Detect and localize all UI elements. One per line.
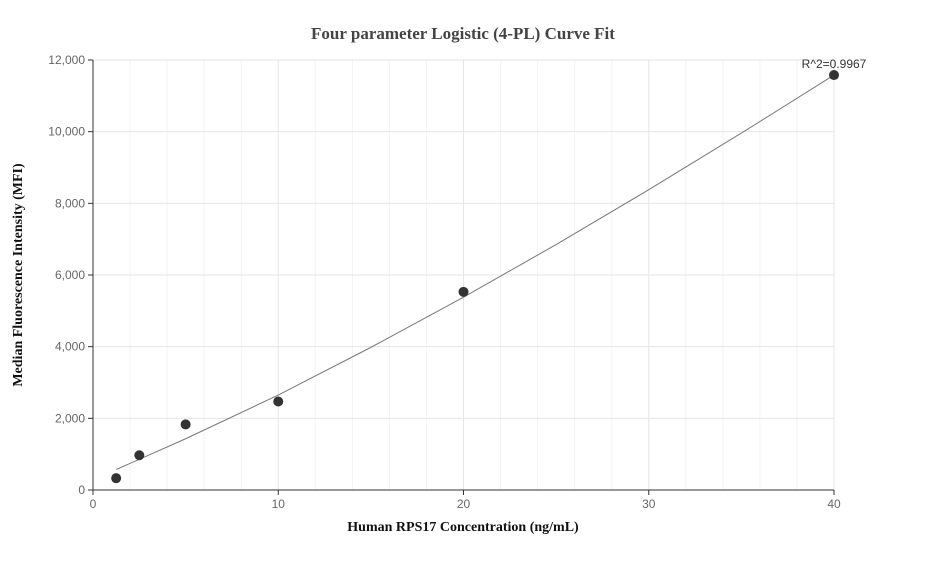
chart-title: Four parameter Logistic (4-PL) Curve Fit [311, 24, 615, 43]
data-point [458, 286, 469, 297]
y-tick-label: 2,000 [55, 411, 85, 425]
data-point [180, 419, 191, 430]
x-tick-label: 30 [642, 497, 656, 511]
y-tick-label: 10,000 [48, 125, 85, 139]
x-tick-label: 40 [827, 497, 841, 511]
data-point [829, 70, 839, 81]
fit-curve [115, 74, 835, 471]
data-points [111, 70, 839, 484]
y-tick-label: 6,000 [55, 268, 85, 282]
grid [93, 59, 835, 490]
x-tick-label: 10 [272, 497, 286, 511]
x-tick-label: 20 [457, 497, 471, 511]
axes: 0 10 20 30 40 0 2,000 4,000 6,000 8,000 10,000 12,0… [48, 53, 841, 511]
y-tick-label: 0 [78, 483, 85, 497]
r-squared-annotation: R^2=0.9967 [802, 57, 867, 71]
x-axis-title: Human RPS17 Concentration (ng/mL) [347, 520, 579, 535]
y-tick-label: 12,000 [48, 53, 85, 67]
data-point [134, 450, 145, 461]
data-point [273, 396, 284, 407]
y-tick-label: 4,000 [55, 340, 85, 354]
y-axis-title: Median Fluorescence Intensity (MFI) [11, 163, 26, 387]
x-tick-label: 0 [90, 497, 97, 511]
y-tick-label: 8,000 [55, 196, 85, 210]
fit-curve-layer [115, 74, 835, 471]
data-point [111, 473, 122, 484]
